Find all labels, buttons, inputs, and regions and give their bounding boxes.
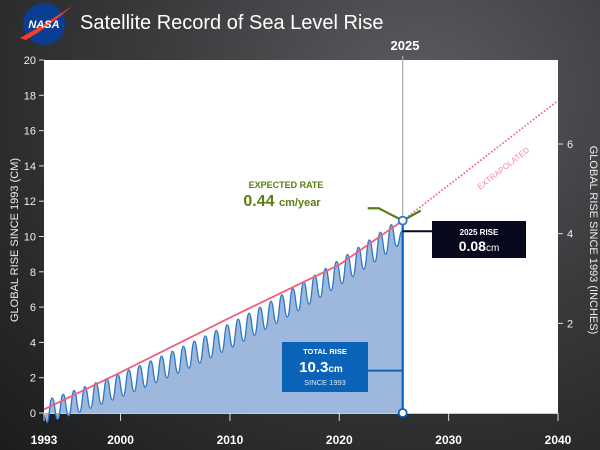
y-tick-label: 2 [30,373,36,385]
x-tick-label: 2040 [545,433,572,447]
chart-title: Satellite Record of Sea Level Rise [80,12,384,34]
y-tick-label: 10 [24,232,36,244]
rise-2025-title: 2025 RISE [460,228,499,237]
y-tick-label: 14 [24,161,36,173]
y-axis-right-title: GLOBAL RISE SINCE 1993 (INCHES) [587,146,599,335]
y-tick-label: 0 [30,408,36,420]
x-tick-label: 2020 [326,433,353,447]
nasa-logo: NASA [20,3,72,45]
y-axis-title: GLOBAL RISE SINCE 1993 (CM) [9,158,21,322]
rate-unit: cm/year [279,197,321,209]
rate-pointer [367,207,422,222]
y-right-tick-label: 6 [567,139,573,151]
y-tick-label: 6 [30,302,36,314]
total-rise-value: 10.3cm [299,359,343,376]
rate-title: EXPECTED RATE [249,180,324,190]
y-right-tick-label: 2 [567,318,573,330]
total-rise-unit: cm [328,364,343,375]
y-tick-label: 18 [24,90,36,102]
svg-text:NASA: NASA [28,19,59,31]
y-tick-label: 16 [24,126,36,138]
rise-2025-number: 0.08 [459,238,486,254]
rise-2025-value: 0.08cm [459,238,500,254]
trend-line [43,219,404,411]
rise-2025-box [432,221,526,258]
rate-value: 0.44 cm/year [243,193,321,210]
total-rise-box [282,342,368,392]
y-tick-label: 20 [24,55,36,67]
total-rise-number: 10.3 [299,359,328,376]
y-tick-label: 4 [30,337,36,349]
rate-number: 0.44 [243,193,274,210]
baseline-point [397,408,408,418]
x-tick-label: 2000 [107,433,134,447]
x-tick-label: 2030 [435,433,462,447]
y-right-tick-label: 4 [567,229,573,241]
x-tick-label: 2010 [217,433,244,447]
total-rise-title: TOTAL RISE [303,347,347,356]
total-rise-subtitle: SINCE 1993 [304,378,346,387]
marker-point [397,215,408,226]
extrapolated-line [402,99,559,222]
marker-year-label: 2025 [391,38,420,53]
y-tick-label: 8 [30,267,36,279]
y-tick-label: 12 [24,196,36,208]
x-tick-label: 1993 [31,433,58,447]
rise-2025-unit: cm [486,243,499,254]
